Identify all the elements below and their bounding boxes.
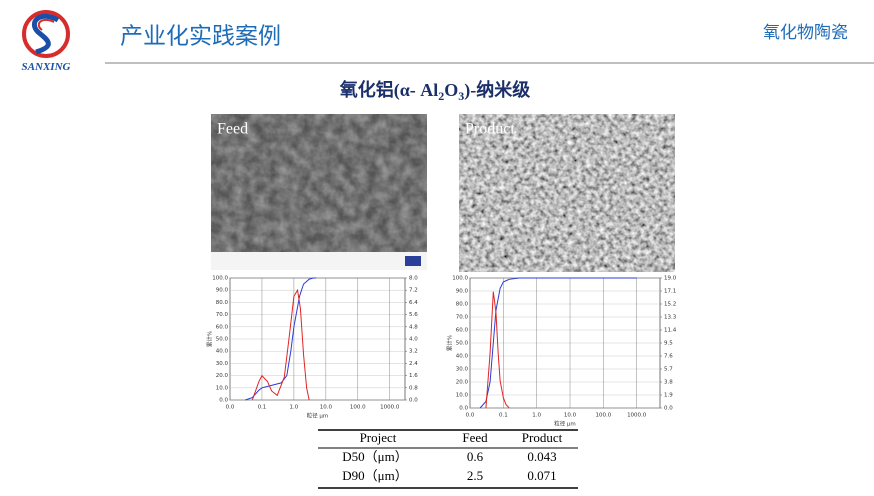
photo-label: Feed xyxy=(217,121,248,138)
y2-tick-label: 19.0 xyxy=(664,276,677,282)
y2-tick-label: 13.3 xyxy=(664,315,677,321)
table-header: Product xyxy=(522,430,563,445)
x-tick-label: 10.0 xyxy=(564,413,577,419)
table-cell: 0.6 xyxy=(467,449,484,464)
y2-tick-label: 15.2 xyxy=(664,302,676,308)
series-line xyxy=(479,277,637,409)
x-tick-label: 100.0 xyxy=(350,405,366,411)
x-tick-label: 100.0 xyxy=(595,413,611,419)
y-tick-label: 50.0 xyxy=(456,341,469,347)
y-tick-label: 0.0 xyxy=(459,406,468,412)
y2-tick-label: 4.0 xyxy=(409,337,418,343)
y2-tick-label: 5.6 xyxy=(409,312,418,318)
y2-tick-label: 7.6 xyxy=(664,354,673,360)
x-tick-label: 0.0 xyxy=(466,413,475,419)
logo-text: SANXING xyxy=(22,61,71,73)
photo-label: Product xyxy=(465,121,515,138)
x-tick-label: 1000.0 xyxy=(380,405,400,411)
y2-tick-label: 9.5 xyxy=(664,341,673,347)
y-tick-label: 30.0 xyxy=(216,361,229,367)
subtitle-sub: 3 xyxy=(458,89,464,103)
results-table: Project Feed Product D50（μm） 0.6 0.043 D… xyxy=(318,429,578,489)
y-tick-label: 10.0 xyxy=(456,393,469,399)
series-line xyxy=(251,288,310,401)
y-tick-label: 80.0 xyxy=(456,302,469,308)
y2-tick-label: 8.0 xyxy=(409,276,418,282)
subtitle-pre: 氧化铝(α- Al xyxy=(339,79,439,101)
y2-tick-label: 1.6 xyxy=(409,373,418,379)
series-line xyxy=(245,277,317,401)
x-tick-label: 0.1 xyxy=(499,413,508,419)
y-tick-label: 90.0 xyxy=(216,288,229,294)
table-cell: 0.043 xyxy=(527,449,556,464)
section-title: 氧化物陶瓷 xyxy=(763,23,848,43)
y-tick-label: 100.0 xyxy=(212,276,228,282)
subtitle-post: )-纳米级 xyxy=(464,79,531,101)
y2-tick-label: 2.4 xyxy=(409,361,418,367)
y2-tick-label: 11.4 xyxy=(664,328,677,334)
y2-tick-label: 3.8 xyxy=(664,380,673,386)
table-cell: D90（μm） xyxy=(342,468,407,483)
y2-tick-label: 7.2 xyxy=(409,288,418,294)
x-tick-label: 1000.0 xyxy=(627,413,647,419)
table-header: Feed xyxy=(462,430,488,445)
x-axis-label: 粒径 μm xyxy=(307,412,329,420)
x-tick-label: 10.0 xyxy=(320,405,333,411)
subtitle: 氧化铝(α- Al2O3)-纳米级 xyxy=(339,79,532,103)
sem-photo xyxy=(459,114,675,272)
y2-tick-label: 6.4 xyxy=(409,300,418,306)
y-axis-label: 累计% xyxy=(206,331,214,347)
logo-s xyxy=(31,13,60,55)
table-header: Project xyxy=(360,430,397,445)
sem-info-bar xyxy=(211,252,427,270)
table-cell: D50（μm） xyxy=(342,449,407,464)
y-tick-label: 60.0 xyxy=(216,324,229,330)
logo: SANXING xyxy=(22,10,71,73)
sem-texture xyxy=(211,114,427,252)
x-tick-label: 1.0 xyxy=(532,413,541,419)
table-cell: 0.071 xyxy=(527,468,556,483)
logo-ring xyxy=(22,10,70,58)
charts: 0.0 10.0 20.0 30.0 40.0 50.0 60.0 70.0 80.0 90.0 1… xyxy=(206,276,677,428)
x-axis-label: 粒径 μm xyxy=(554,420,576,428)
y-tick-label: 70.0 xyxy=(216,312,229,318)
slide-title: 产业化实践案例 xyxy=(120,24,281,50)
y2-tick-label: 3.2 xyxy=(409,349,418,355)
table-cell: 2.5 xyxy=(467,468,483,483)
y-tick-label: 40.0 xyxy=(216,349,229,355)
y-tick-label: 20.0 xyxy=(456,380,469,386)
y2-tick-label: 5.7 xyxy=(664,367,673,373)
y-tick-label: 10.0 xyxy=(216,385,229,391)
logo-s-inner xyxy=(37,18,55,31)
subtitle-sub: 2 xyxy=(438,89,444,103)
y2-tick-label: 17.1 xyxy=(664,289,676,295)
x-tick-label: 0.1 xyxy=(258,405,267,411)
y-tick-label: 70.0 xyxy=(456,315,469,321)
y-tick-label: 40.0 xyxy=(456,354,469,360)
y-tick-label: 20.0 xyxy=(216,373,229,379)
y2-tick-label: 0.0 xyxy=(664,406,673,412)
y2-tick-label: 4.8 xyxy=(409,324,418,330)
y-tick-label: 80.0 xyxy=(216,300,229,306)
y2-tick-label: 0.0 xyxy=(409,398,418,404)
y-tick-label: 100.0 xyxy=(452,276,468,282)
sem-brand xyxy=(405,256,421,266)
y2-tick-label: 0.8 xyxy=(409,385,418,391)
y-tick-label: 90.0 xyxy=(456,289,469,295)
series-line xyxy=(485,291,510,409)
y-tick-label: 60.0 xyxy=(456,328,469,334)
subtitle-mid: O xyxy=(444,80,458,100)
y-axis-label: 累计% xyxy=(446,335,454,351)
y-tick-label: 0.0 xyxy=(219,398,228,404)
y2-tick-label: 1.9 xyxy=(664,393,673,399)
x-tick-label: 1.0 xyxy=(290,405,299,411)
y-tick-label: 50.0 xyxy=(216,337,229,343)
x-tick-label: 0.0 xyxy=(226,405,235,411)
y-tick-label: 30.0 xyxy=(456,367,469,373)
